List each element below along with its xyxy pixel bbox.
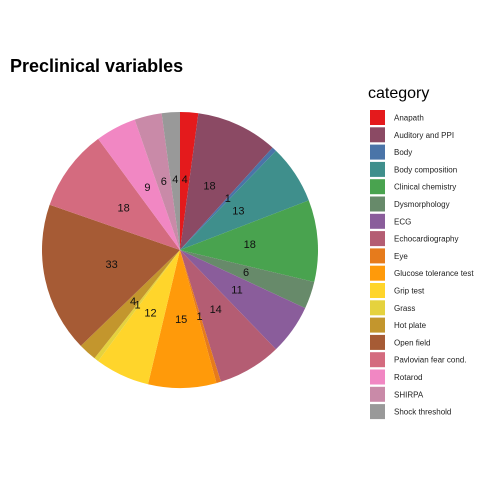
legend-swatch (370, 265, 385, 281)
pie-slice-shirpa (134, 113, 180, 250)
legend-label: Eye (394, 252, 408, 261)
pie-slice-ecg (180, 250, 306, 350)
legend-swatch (370, 352, 385, 368)
legend-label: Grass (394, 304, 415, 313)
slice-value-label: 18 (117, 202, 129, 214)
pie-slices (42, 112, 318, 388)
legend-swatch (370, 404, 385, 420)
slice-value-label: 33 (105, 259, 117, 271)
legend-label: ECG (394, 217, 411, 226)
legend-swatch (370, 386, 385, 402)
legend-swatch (370, 179, 385, 195)
pie-slice-auditory-and-ppi (180, 113, 273, 250)
legend-swatch (370, 144, 385, 160)
legend-swatch (370, 213, 385, 229)
legend-label: Body composition (394, 165, 457, 174)
legend-label: SHIRPA (394, 390, 424, 399)
legend-label: Auditory and PPI (394, 131, 454, 140)
pie-slice-eye (180, 250, 221, 384)
slice-value-label: 18 (203, 180, 215, 192)
slice-value-label: 1 (225, 193, 231, 205)
slice-value-label: 1 (134, 300, 140, 312)
legend-swatch (370, 317, 385, 333)
legend-swatch (370, 196, 385, 212)
legend-label: Open field (394, 338, 430, 347)
legend-label: Body (394, 148, 412, 157)
legend-swatch (370, 283, 385, 298)
slice-value-label: 4 (130, 296, 136, 308)
legend-label: Rotarod (394, 373, 422, 382)
legend-label: Shock threshold (394, 408, 451, 417)
legend-label: Glucose tolerance test (394, 269, 474, 278)
slice-value-label: 15 (175, 314, 187, 326)
legend-swatch (370, 127, 385, 143)
legend-swatch (370, 231, 385, 247)
pie-slice-pavlovian-fear-cond (49, 138, 180, 250)
pie-slice-shock-threshold (161, 112, 180, 250)
legend: Anapath Auditory and PPI Body Body composit… (370, 110, 474, 420)
pie-slice-open-field (42, 204, 181, 346)
legend-label: Hot plate (394, 321, 427, 330)
legend-title: category (368, 85, 429, 102)
legend-label: Dysmorphology (394, 200, 450, 209)
slice-value-label: 14 (210, 304, 222, 316)
slice-value-label: 4 (172, 174, 178, 186)
slice-value-label: 1 (197, 311, 203, 323)
slice-value-label: 6 (243, 267, 249, 279)
legend-swatch (370, 300, 385, 316)
legend-swatch (370, 334, 385, 350)
pie-slice-grip-test (98, 250, 180, 385)
chart-title: Preclinical variables (10, 56, 183, 76)
pie-slice-glucose-tolerance-test (148, 250, 217, 388)
legend-swatch (370, 369, 385, 385)
legend-label: Pavlovian fear cond. (394, 356, 467, 365)
pie-slice-dysmorphology (180, 250, 315, 309)
slice-value-label: 4 (182, 174, 188, 186)
pie-slice-grass (94, 250, 180, 362)
slice-value-label: 11 (231, 285, 242, 297)
legend-swatch (370, 110, 385, 125)
legend-label: Grip test (394, 287, 425, 296)
pie-slice-anapath (180, 112, 199, 250)
slice-value-label: 12 (144, 307, 156, 319)
legend-swatch (370, 161, 385, 177)
slice-value-label: 6 (161, 176, 167, 188)
pie-slice-clinical-chemistry (180, 200, 318, 282)
legend-label: Anapath (394, 114, 424, 123)
pie-slice-body (180, 147, 276, 250)
legend-swatch (370, 248, 385, 264)
pie-slice-rotarod (98, 119, 180, 250)
pie-slice-body-composition (180, 150, 309, 250)
slice-value-label: 18 (244, 239, 256, 251)
slice-value-label: 13 (232, 205, 244, 217)
pie-slice-hot-plate (80, 250, 180, 359)
slice-value-label: 9 (144, 182, 150, 194)
legend-label: Echocardiography (394, 235, 458, 244)
pie-slice-echocardiography (180, 250, 276, 382)
legend-label: Clinical chemistry (394, 183, 456, 192)
